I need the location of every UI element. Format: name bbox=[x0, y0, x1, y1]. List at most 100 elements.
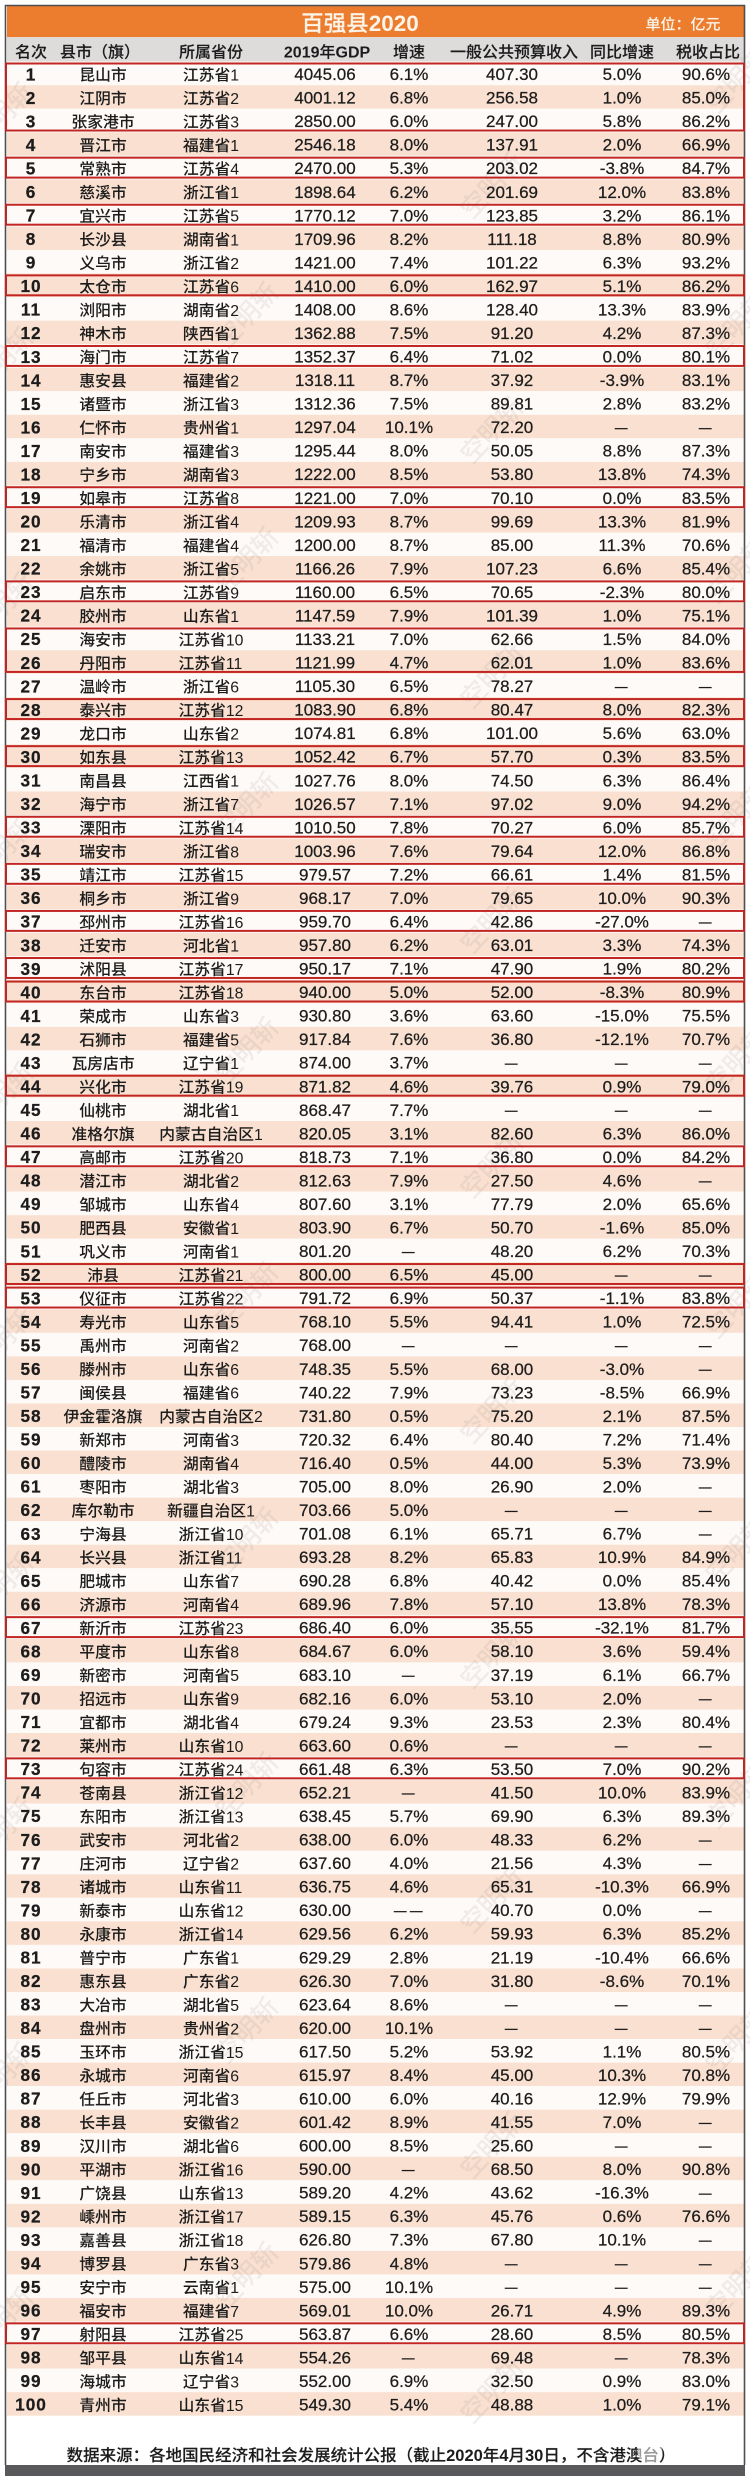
svg-text:4: 4 bbox=[230, 1715, 239, 1732]
svg-text:1221.00: 1221.00 bbox=[294, 489, 355, 508]
svg-text:75.1%: 75.1% bbox=[682, 607, 730, 626]
svg-text:2.1%: 2.1% bbox=[603, 1407, 642, 1426]
svg-text:29: 29 bbox=[20, 723, 41, 743]
svg-text:5.4%: 5.4% bbox=[390, 2396, 429, 2415]
svg-text:8: 8 bbox=[230, 491, 239, 508]
svg-text:85.2%: 85.2% bbox=[682, 1925, 730, 1944]
svg-text:89.3%: 89.3% bbox=[682, 2301, 730, 2320]
svg-text:65.71: 65.71 bbox=[491, 1525, 534, 1544]
svg-text:66.6%: 66.6% bbox=[682, 1948, 730, 1967]
svg-text:3: 3 bbox=[230, 2092, 239, 2109]
svg-text:67.80: 67.80 bbox=[491, 2231, 534, 2250]
svg-text:37.19: 37.19 bbox=[491, 1666, 534, 1685]
svg-text:1160.00: 1160.00 bbox=[295, 583, 355, 602]
svg-text:93: 93 bbox=[20, 2230, 41, 2250]
svg-text:94.2%: 94.2% bbox=[682, 795, 730, 814]
svg-text:11.3%: 11.3% bbox=[599, 536, 646, 555]
svg-text:12: 12 bbox=[226, 703, 244, 720]
svg-text:GDP: GDP bbox=[336, 45, 371, 62]
svg-text:101.00: 101.00 bbox=[486, 724, 538, 743]
svg-text:80.9%: 80.9% bbox=[682, 230, 730, 249]
svg-text:6.3%: 6.3% bbox=[390, 2207, 429, 2226]
svg-text:107.23: 107.23 bbox=[486, 559, 538, 578]
svg-text:3.7%: 3.7% bbox=[390, 1054, 429, 1073]
svg-text:87.3%: 87.3% bbox=[682, 324, 730, 343]
svg-text:5: 5 bbox=[230, 1033, 239, 1050]
svg-text:6.4%: 6.4% bbox=[390, 913, 429, 932]
svg-text:81: 81 bbox=[20, 1948, 41, 1968]
svg-text:38: 38 bbox=[20, 935, 41, 955]
svg-text:1074.81: 1074.81 bbox=[294, 724, 355, 743]
svg-text:42: 42 bbox=[20, 1029, 41, 1049]
svg-text:3.3%: 3.3% bbox=[603, 936, 642, 955]
svg-text:99: 99 bbox=[20, 2371, 41, 2391]
svg-text:629.56: 629.56 bbox=[299, 1925, 351, 1944]
svg-text:3: 3 bbox=[230, 1433, 239, 1450]
svg-text:626.80: 626.80 bbox=[299, 2231, 351, 2250]
svg-text:53.92: 53.92 bbox=[491, 2042, 534, 2061]
svg-text:86: 86 bbox=[20, 2065, 41, 2085]
svg-text:-2.3%: -2.3% bbox=[600, 583, 644, 602]
svg-text:35.55: 35.55 bbox=[491, 1619, 534, 1638]
svg-text:36: 36 bbox=[20, 888, 41, 908]
svg-text:256.58: 256.58 bbox=[486, 89, 538, 108]
svg-text:13: 13 bbox=[226, 750, 244, 767]
svg-text:13.8%: 13.8% bbox=[598, 1595, 646, 1614]
svg-text:33: 33 bbox=[20, 818, 41, 838]
svg-text:5: 5 bbox=[230, 562, 239, 579]
svg-text:16: 16 bbox=[226, 915, 244, 932]
svg-text:162.97: 162.97 bbox=[486, 277, 538, 296]
svg-text:803.90: 803.90 bbox=[299, 1219, 351, 1238]
svg-text:87: 87 bbox=[20, 2089, 41, 2109]
svg-text:701.08: 701.08 bbox=[299, 1525, 351, 1544]
svg-text:2: 2 bbox=[26, 88, 37, 108]
svg-text:0.6%: 0.6% bbox=[390, 1736, 429, 1755]
svg-text:8: 8 bbox=[26, 229, 37, 249]
svg-text:8.0%: 8.0% bbox=[390, 1478, 429, 1497]
svg-text:0.0%: 0.0% bbox=[603, 489, 642, 508]
svg-text:74: 74 bbox=[20, 1783, 41, 1803]
svg-text:85.4%: 85.4% bbox=[682, 559, 730, 578]
svg-text:77: 77 bbox=[20, 1853, 41, 1873]
svg-text:17: 17 bbox=[226, 962, 244, 979]
svg-text:64: 64 bbox=[20, 1547, 41, 1567]
svg-text:6.3%: 6.3% bbox=[603, 1807, 642, 1826]
svg-text:6.4%: 6.4% bbox=[390, 348, 429, 367]
svg-text:4.8%: 4.8% bbox=[390, 2254, 429, 2273]
svg-text:85.4%: 85.4% bbox=[682, 1572, 730, 1591]
svg-text:740.22: 740.22 bbox=[299, 1383, 351, 1402]
svg-text:10: 10 bbox=[226, 632, 244, 649]
svg-text:59.93: 59.93 bbox=[491, 1925, 534, 1944]
svg-text:15: 15 bbox=[20, 394, 41, 414]
svg-text:69.90: 69.90 bbox=[491, 1807, 534, 1826]
svg-text:81.7%: 81.7% bbox=[682, 1619, 730, 1638]
svg-text:80.40: 80.40 bbox=[491, 1430, 534, 1449]
svg-text:610.00: 610.00 bbox=[299, 2090, 351, 2109]
svg-text:22: 22 bbox=[226, 1292, 244, 1309]
svg-text:90.2%: 90.2% bbox=[682, 1760, 730, 1779]
svg-text:4001.12: 4001.12 bbox=[294, 89, 355, 108]
svg-text:720.32: 720.32 bbox=[299, 1430, 351, 1449]
svg-text:1: 1 bbox=[230, 1103, 239, 1120]
svg-text:85.0%: 85.0% bbox=[682, 1219, 730, 1238]
svg-text:40.70: 40.70 bbox=[491, 1901, 534, 1920]
svg-text:90.6%: 90.6% bbox=[682, 65, 730, 84]
svg-text:53.50: 53.50 bbox=[491, 1760, 534, 1779]
svg-text:2: 2 bbox=[230, 1974, 239, 1991]
svg-text:74.3%: 74.3% bbox=[682, 465, 730, 484]
svg-text:73: 73 bbox=[20, 1759, 41, 1779]
svg-text:65.31: 65.31 bbox=[491, 1878, 534, 1897]
svg-text:9.3%: 9.3% bbox=[390, 1713, 429, 1732]
svg-text:54: 54 bbox=[20, 1312, 41, 1332]
svg-text:20: 20 bbox=[226, 1150, 244, 1167]
svg-text:44.00: 44.00 bbox=[491, 1454, 534, 1473]
svg-text:552.00: 552.00 bbox=[299, 2372, 351, 2391]
svg-text:11: 11 bbox=[226, 1551, 243, 1568]
svg-text:66.9%: 66.9% bbox=[682, 1383, 730, 1402]
svg-text:12: 12 bbox=[226, 1786, 244, 1803]
svg-text:6.9%: 6.9% bbox=[390, 1289, 429, 1308]
svg-text:6.0%: 6.0% bbox=[390, 112, 429, 131]
svg-text:3: 3 bbox=[26, 111, 37, 131]
svg-text:1: 1 bbox=[246, 1503, 255, 1520]
svg-text:59: 59 bbox=[20, 1430, 41, 1450]
